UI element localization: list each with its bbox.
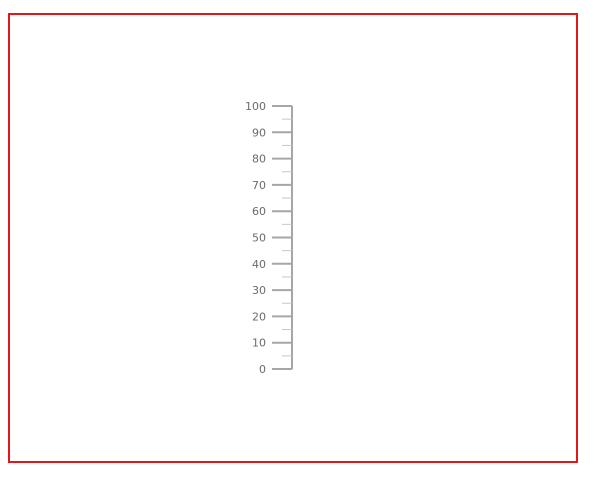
tick-label: 50	[252, 232, 266, 245]
tick-label: 60	[252, 205, 266, 218]
tick-label: 90	[252, 126, 266, 139]
tick-label: 40	[252, 258, 266, 271]
tick-label: 20	[252, 310, 266, 323]
tick-label: 100	[245, 100, 266, 113]
gauge-scale: 0 10 20 30 40 50 60 70 80 90 100	[245, 100, 293, 376]
tick-label: 80	[252, 153, 266, 166]
tick-label: 70	[252, 179, 266, 192]
tick-label: 0	[259, 363, 266, 376]
tick-label: 10	[252, 337, 266, 350]
tick-label: 30	[252, 284, 266, 297]
